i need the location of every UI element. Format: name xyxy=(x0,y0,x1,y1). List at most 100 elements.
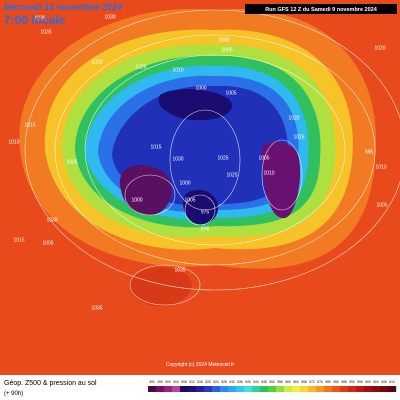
colorbar-label: 568 xyxy=(301,380,307,384)
pressure-label: 1015 xyxy=(13,237,24,243)
colorbar-cell xyxy=(156,386,165,392)
run-box xyxy=(245,4,397,14)
pressure-label: 1020 xyxy=(374,45,385,51)
footer-lead: (+ 90h) xyxy=(4,391,23,397)
colorbar-label: 520 xyxy=(205,380,211,384)
colorbar-label: 548 xyxy=(261,380,267,384)
colorbar-cell xyxy=(348,386,357,392)
colorbar-cell xyxy=(340,386,349,392)
pressure-label: 1005 xyxy=(42,240,53,246)
pressure-label: 1015 xyxy=(150,144,161,150)
colorbar-label: 612 xyxy=(389,380,395,384)
pressure-label: 1035 xyxy=(174,267,185,273)
colorbar-label: 584 xyxy=(333,380,339,384)
colorbar-label: 500 xyxy=(165,380,171,384)
pressure-label: 1005 xyxy=(376,202,387,208)
field xyxy=(19,8,377,306)
colorbar-cell xyxy=(316,386,325,392)
colorbar-cell xyxy=(268,386,277,392)
pressure-label: 1020 xyxy=(91,59,102,65)
colorbar-cell xyxy=(196,386,205,392)
pressure-label: 1030 xyxy=(46,217,57,223)
colorbar-cell xyxy=(332,386,341,392)
pressure-label: 1005 xyxy=(258,155,269,161)
colorbar-label: 564 xyxy=(293,380,299,384)
pressure-label: 1005 xyxy=(225,90,236,96)
colorbar-cell xyxy=(380,386,389,392)
pressure-label: 1030 xyxy=(104,14,115,20)
pressure-label: 1010 xyxy=(172,67,183,73)
colorbar-cell xyxy=(164,386,173,392)
colorbar-cell xyxy=(388,386,397,392)
colorbar-cell xyxy=(276,386,285,392)
pressure-label: 975 xyxy=(201,209,210,215)
pressure-label: 1035 xyxy=(40,29,51,35)
pressure-label: 1020 xyxy=(288,115,299,121)
colorbar-cell xyxy=(172,386,181,392)
colorbar-label: 572 xyxy=(309,380,315,384)
colorbar-label: 512 xyxy=(189,380,195,384)
pressure-label: 1005 xyxy=(221,47,232,53)
pressure-label: 976 xyxy=(201,226,210,232)
colorbar-cell xyxy=(188,386,197,392)
colorbar-label: 516 xyxy=(197,380,203,384)
pressure-label: 1010 xyxy=(263,170,274,176)
pressure-label: 1025 xyxy=(293,134,304,140)
colorbar-label: 580 xyxy=(325,380,331,384)
pressure-label: 1030 xyxy=(172,156,183,162)
copyright: Copyright (c) 2024 Meteociel.fr xyxy=(166,362,235,368)
colorbar-cell xyxy=(228,386,237,392)
colorbar-cell xyxy=(284,386,293,392)
colorbar-label: 544 xyxy=(253,380,259,384)
pressure-label: 1025 xyxy=(217,155,228,161)
colorbar-cell xyxy=(220,386,229,392)
pressure-label: 1000 xyxy=(179,180,190,186)
colorbar-label: 524 xyxy=(213,380,219,384)
pressure-label: 1000 xyxy=(195,85,206,91)
colorbar-cell xyxy=(252,386,261,392)
colorbar-label: 576 xyxy=(317,380,323,384)
colorbar-cell xyxy=(324,386,333,392)
pressure-label: 1005 xyxy=(184,197,195,203)
colorbar-cell xyxy=(260,386,269,392)
isobars xyxy=(24,9,400,306)
colorbar-label: 528 xyxy=(221,380,227,384)
colorbar-label: 596 xyxy=(357,380,363,384)
map-date: Mercredi 13 novembre 2024 xyxy=(4,2,122,12)
colorbar-cell xyxy=(356,386,365,392)
colorbar-label: 536 xyxy=(237,380,243,384)
colorbar-label: 532 xyxy=(229,380,235,384)
colorbar-label: 552 xyxy=(269,380,275,384)
colorbar: 492 496 500 504 508 512 516 520 524 528 532 536 540 5… xyxy=(148,380,397,392)
colorbar-label: 556 xyxy=(277,380,283,384)
pressure-label: 1010 xyxy=(8,139,19,145)
pressure-label: 1036 xyxy=(34,15,45,21)
pressure-label: 1025 xyxy=(226,172,237,178)
pressure-labels: 1036 1035 1030 1020 1025 1000 1005 1010 1000 1005… xyxy=(8,14,387,311)
colorbar-label: 496 xyxy=(157,380,163,384)
colorbar-label: 540 xyxy=(245,380,251,384)
colorbar-label: 492 xyxy=(149,380,155,384)
colorbar-label: 592 xyxy=(349,380,355,384)
colorbar-cell xyxy=(236,386,245,392)
pressure-label: 1025 xyxy=(66,159,77,165)
map-time: 7:00 locale xyxy=(4,13,66,27)
pressure-label: 1015 xyxy=(24,122,35,128)
colorbar-cell xyxy=(364,386,373,392)
colorbar-label: 600 xyxy=(365,380,371,384)
pressure-label: 1025 xyxy=(135,64,146,70)
pressure-label: 995 xyxy=(365,149,374,155)
pressure-label: 1010 xyxy=(375,164,386,170)
colorbar-cell xyxy=(244,386,253,392)
pressure-label: 1000 xyxy=(131,197,142,203)
pressure-label: 1000 xyxy=(218,37,229,43)
colorbar-cell xyxy=(180,386,189,392)
colorbar-label: 560 xyxy=(285,380,291,384)
colorbar-label: 588 xyxy=(341,380,347,384)
colorbar-cell xyxy=(212,386,221,392)
colorbar-cell xyxy=(300,386,309,392)
footer-caption: Géop. Z500 & pression au sol xyxy=(4,380,97,387)
pressure-label: 1035 xyxy=(91,305,102,311)
colorbar-label: 508 xyxy=(181,380,187,384)
